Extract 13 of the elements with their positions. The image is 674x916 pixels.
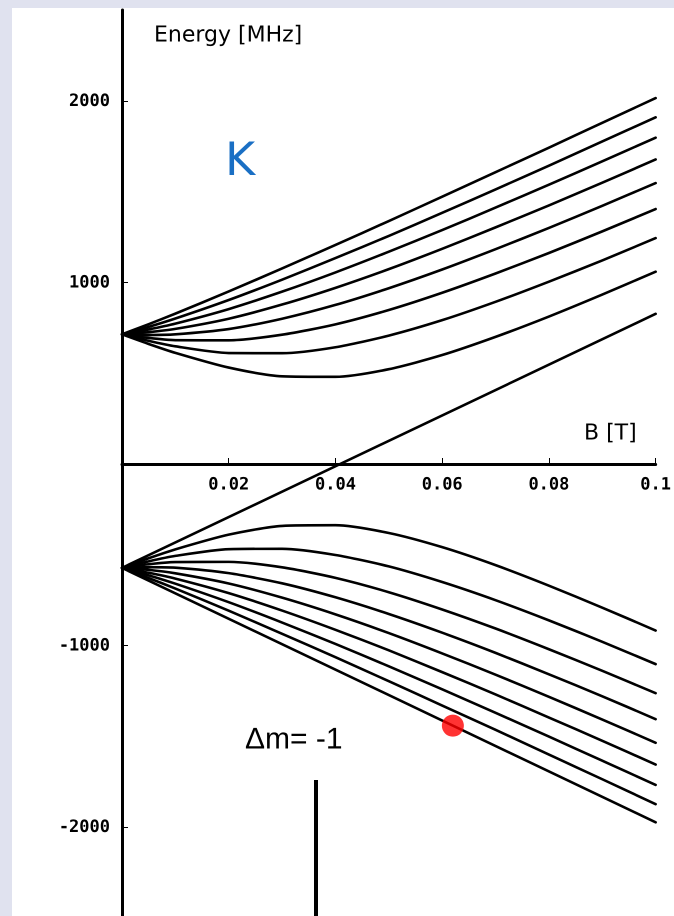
- x-tick-label: 0.06: [422, 474, 463, 494]
- y-axis-title: Energy [MHz]: [154, 22, 302, 48]
- y-tick-label: -1000: [58, 636, 110, 656]
- x-tick-label: 0.04: [314, 474, 356, 494]
- annotation: Δm= -1: [245, 722, 343, 756]
- x-tick-label: 0.02: [208, 474, 250, 494]
- annotation: K: [225, 132, 257, 186]
- x-tick-label: 0.1: [640, 474, 672, 494]
- y-tick-label: 2000: [69, 90, 110, 111]
- y-tick-label: 1000: [69, 272, 110, 292]
- x-axis-title: B [T]: [584, 420, 637, 446]
- x-tick-label: 0.08: [528, 474, 570, 494]
- y-tick-label: -2000: [58, 817, 110, 838]
